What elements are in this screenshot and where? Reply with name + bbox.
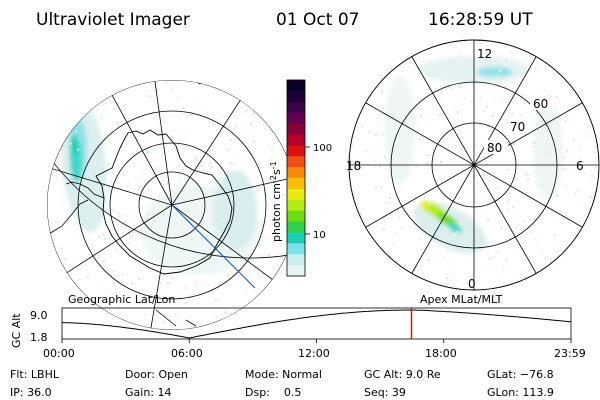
colorbar: 100 10 photon cm-2s-1: [269, 79, 332, 277]
colorbar-segment: [287, 167, 305, 179]
colorbar-segment: [287, 232, 305, 244]
geographic-map-panel: Geographic Lat/Lon: [47, 80, 297, 330]
param-glon: GLon: 113.9: [487, 386, 554, 399]
colorbar-tick-10: 10: [313, 230, 326, 241]
magnetic-coords-label: Apex MLat/MLT: [420, 293, 503, 306]
colorbar-segment: [287, 254, 305, 266]
parameter-footer: Flt: LBHL Door: Open Mode: Normal GC Alt…: [10, 368, 554, 399]
colorbar-scale: [287, 80, 305, 277]
timeline-xtick-1: 06:00: [171, 347, 203, 360]
ground-track-line: [171, 204, 256, 289]
timeline-xtick-3: 18:00: [425, 347, 457, 360]
colorbar-segment: [287, 243, 305, 255]
param-gain: Gain: 14: [125, 386, 172, 399]
mlt-label-left: 18: [346, 159, 361, 173]
colorbar-segment: [287, 101, 305, 114]
latitude-circles: [47, 80, 297, 330]
colorbar-segment: [287, 123, 305, 135]
colorbar-segment: [287, 134, 305, 146]
colorbar-tick-100: 100: [313, 143, 332, 154]
colorbar-segment: [287, 145, 305, 157]
mlat-label-60: 60: [533, 97, 548, 111]
colorbar-segment: [287, 156, 305, 168]
mag-outer-ring: [348, 39, 600, 291]
timeline-ytick-top: 9.0: [30, 309, 48, 322]
param-dsp: Dsp: 0.5: [245, 386, 301, 399]
mlt-label-right: 6: [576, 159, 584, 173]
param-gc-alt: GC Alt: 9.0 Re: [364, 368, 441, 381]
colorbar-unit-label: photon cm-2s-1: [269, 161, 284, 242]
param-seq: Seq: 39: [364, 386, 406, 399]
timeline-xtick-4: 23:59: [554, 347, 586, 360]
timeline-ytick-bottom: 1.8: [30, 331, 48, 344]
mlat-label-70: 70: [510, 120, 525, 134]
mlat-label-80: 80: [487, 141, 502, 155]
timeline-xtick-2: 12:00: [298, 347, 330, 360]
peninsula-coastline: [65, 181, 105, 199]
colorbar-segment: [287, 90, 305, 103]
colorbar-segment: [287, 188, 305, 201]
colorbar-segment: [287, 112, 305, 125]
geographic-coords-label: Geographic Lat/Lon: [68, 293, 175, 306]
auroral-emission-mag: [385, 56, 563, 254]
timeline-y-axis-label: GC Alt: [10, 313, 23, 348]
instrument-title: Ultraviolet Imager: [36, 10, 190, 30]
background-noise-geo: [51, 81, 295, 330]
param-glat: GLat: −76.8: [487, 368, 554, 381]
altitude-curve: [62, 309, 572, 339]
mlt-label-bottom: 0: [468, 277, 476, 291]
orbit-timeline: GC Alt 9.0 1.8 00:00 06:00 12:00 18:00 2…: [10, 307, 586, 360]
mlt-label-top: 12: [477, 47, 492, 61]
colorbar-segment: [287, 265, 305, 277]
antarctica-coastline: [95, 129, 233, 275]
colorbar-segment: [287, 199, 305, 212]
param-ip: IP: 36.0: [10, 386, 52, 399]
param-filter: Flt: LBHL: [10, 368, 60, 381]
fringe-coastline: [155, 309, 197, 327]
image-date: 01 Oct 07: [276, 10, 359, 30]
colorbar-segment: [287, 221, 305, 233]
auroral-emission-geo: [60, 97, 260, 275]
islands-coastline: [173, 80, 205, 85]
mlt-meridians: [349, 40, 599, 290]
param-door: Door: Open: [125, 368, 188, 381]
colorbar-segment: [287, 80, 305, 92]
colorbar-segment: [287, 178, 305, 190]
image-time: 16:28:59 UT: [428, 10, 533, 30]
param-mode: Mode: Normal: [245, 368, 322, 381]
timeline-xtick-0: 00:00: [43, 347, 75, 360]
magnetic-map-panel: 60 70 80 12 18 6 0 Apex MLat/MLT: [346, 39, 600, 306]
colorbar-segment: [287, 210, 305, 223]
colorbar-frame: [286, 79, 306, 277]
